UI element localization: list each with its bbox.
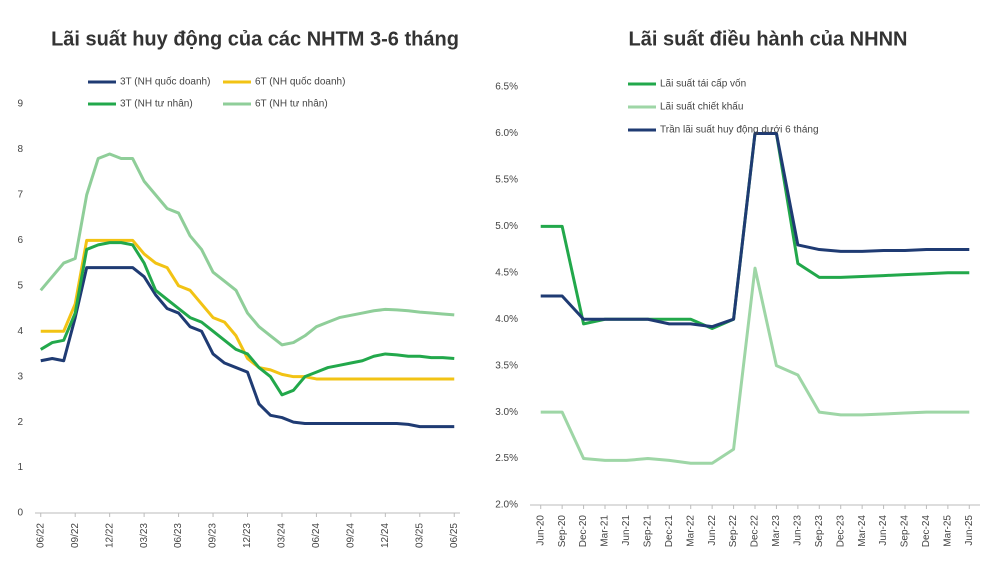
x-tick-label: 12/24 [380,523,391,548]
x-tick-label: 06/22 [35,523,46,548]
legend-label: Lãi suất chiết khấu [660,101,743,113]
x-tick-label: Dec-22 [750,515,761,548]
legend-label: 3T (NH quốc doanh) [120,76,210,88]
y-tick-label: 4 [17,326,23,337]
x-tick-label: Mar-22 [685,515,696,547]
y-tick-label: 4.0% [495,314,518,325]
x-tick-label: 03/24 [277,523,288,548]
y-tick-label: 5.0% [495,221,518,232]
legend-label: Trần lãi suất huy động dưới 6 tháng [660,124,819,136]
legend-label: 3T (NH tư nhân) [120,99,193,110]
y-tick-label: 4.5% [495,267,518,278]
x-tick-label: Dec-24 [921,515,932,548]
x-tick-label: Sep-21 [642,515,653,548]
y-tick-label: 2 [17,417,23,428]
legend-label: 6T (NH tư nhân) [255,99,328,110]
x-tick-label: Jun-23 [792,515,803,546]
x-tick-label: Sep-20 [557,515,568,548]
x-tick-label: 06/23 [173,523,184,548]
y-tick-label: 6.0% [495,128,518,139]
x-tick-label: Sep-22 [728,515,739,548]
x-tick-label: Mar-21 [600,515,611,547]
x-tick-label: 03/25 [414,523,425,548]
y-tick-label: 0 [17,508,23,519]
x-tick-label: Dec-23 [835,515,846,548]
y-tick-label: 5 [17,280,23,291]
x-tick-label: Jun-24 [878,515,889,546]
line-series [540,266,970,465]
y-tick-label: 6 [17,235,23,246]
line-series [40,266,455,429]
y-tick-label: 9 [17,99,23,110]
line-series [39,152,455,347]
x-tick-label: 09/24 [346,523,357,548]
x-tick-label: Jun-25 [964,515,975,546]
y-tick-label: 2.0% [495,500,518,511]
x-tick-label: 09/23 [208,523,219,548]
x-tick-label: Mar-23 [771,515,782,547]
chart-title: Lãi suất điều hành của NHNN [629,28,908,50]
x-tick-label: 06/25 [449,523,460,548]
x-tick-label: Dec-20 [578,515,589,548]
line-series [540,131,970,331]
x-tick-label: Jun-20 [535,515,546,546]
x-tick-label: Mar-24 [857,515,868,547]
chart-title: Lãi suất huy động của các NHTM 3-6 tháng [51,28,459,50]
legend-label: 6T (NH quốc doanh) [255,76,345,88]
y-tick-label: 3 [17,371,23,382]
legend-label: Lãi suất tái cấp vốn [660,78,746,90]
line-series [540,131,970,329]
x-tick-label: 09/22 [70,523,81,548]
line-series [40,238,455,381]
x-tick-label: 03/23 [139,523,150,548]
x-tick-label: Mar-25 [942,515,953,547]
y-tick-label: 6.5% [495,82,518,93]
x-tick-label: Sep-23 [814,515,825,548]
x-tick-label: 06/24 [311,523,322,548]
x-tick-label: 12/23 [242,523,253,548]
y-tick-label: 8 [17,144,23,155]
y-tick-label: 2.5% [495,453,518,464]
x-tick-label: 12/22 [104,523,115,548]
y-tick-label: 3.0% [495,407,518,418]
x-tick-label: Dec-21 [664,515,675,548]
y-tick-label: 5.5% [495,175,518,186]
y-tick-label: 7 [17,190,23,201]
y-tick-label: 3.5% [495,360,518,371]
x-tick-label: Jun-21 [621,515,632,546]
x-tick-label: Sep-24 [900,515,911,548]
y-tick-label: 1 [17,462,23,473]
x-tick-label: Jun-22 [707,515,718,546]
line-series [39,241,455,397]
